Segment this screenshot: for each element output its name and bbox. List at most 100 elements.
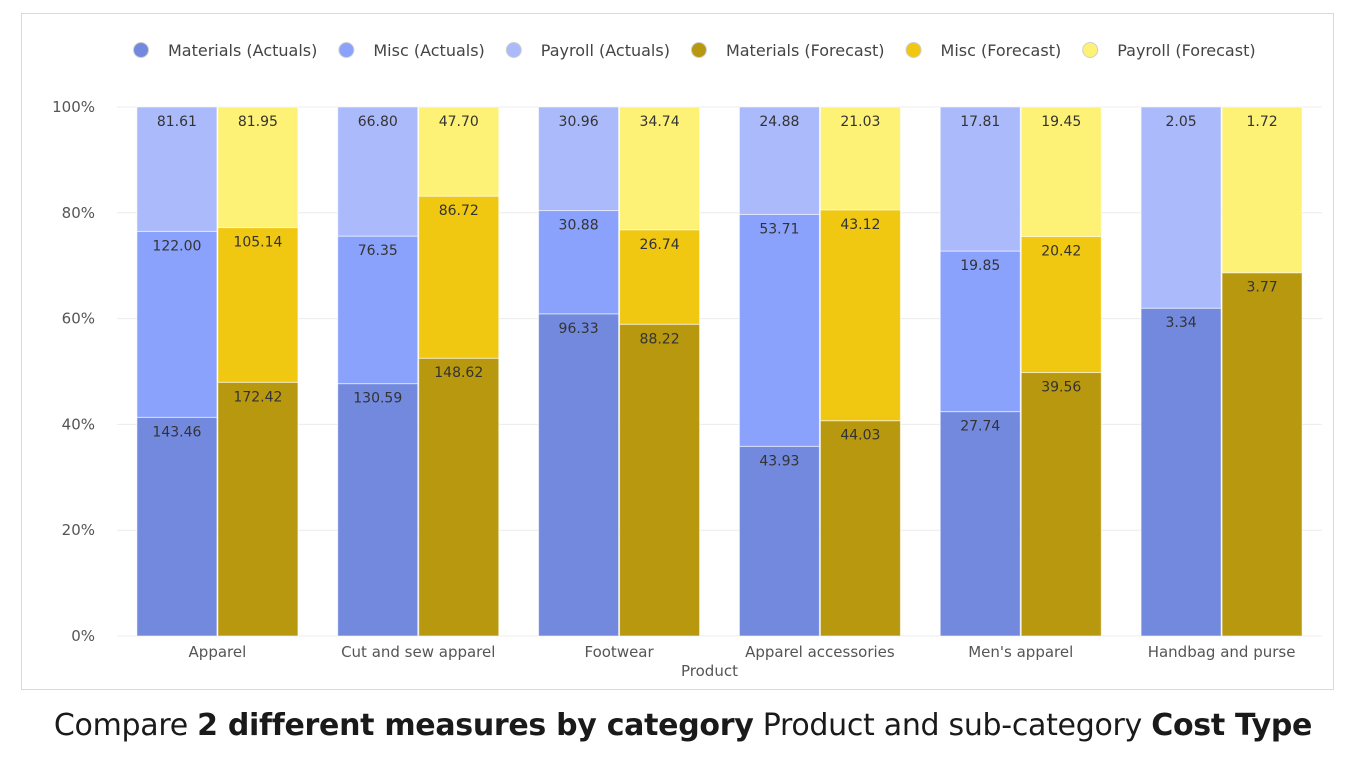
bar-materials-actuals-cut-and-sew-apparel xyxy=(337,383,419,637)
x-tick-label: Footwear xyxy=(584,643,654,661)
legend-label-payroll-actuals: Payroll (Actuals) xyxy=(541,41,670,60)
legend-marker-payroll-forecast xyxy=(1082,42,1099,58)
bar-payroll-actuals-apparel xyxy=(136,106,218,232)
bar-payroll-actuals-men-s-apparel xyxy=(939,106,1021,252)
legend-label-misc-forecast: Misc (Forecast) xyxy=(941,41,1062,60)
data-label: 34.74 xyxy=(640,114,680,130)
data-label: 88.22 xyxy=(640,331,680,347)
bar-misc-actuals-cut-and-sew-apparel xyxy=(337,235,419,385)
data-label: 122.00 xyxy=(152,238,201,254)
bar-materials-actuals-handbag-and-purse xyxy=(1140,307,1222,637)
data-label: 53.71 xyxy=(759,221,799,237)
bar-payroll-forecast-apparel xyxy=(217,106,299,229)
data-label: 30.88 xyxy=(559,218,599,234)
bar-materials-actuals-men-s-apparel xyxy=(939,411,1021,637)
bar-materials-forecast-men-s-apparel xyxy=(1020,372,1102,637)
grid-lines xyxy=(117,106,1322,637)
x-tick-label: Apparel accessories xyxy=(745,643,895,661)
legend-label-misc-actuals: Misc (Actuals) xyxy=(373,41,484,60)
data-label: 27.74 xyxy=(960,419,1000,435)
legend-marker-materials-forecast xyxy=(690,42,707,58)
bar-materials-actuals-apparel xyxy=(136,416,218,637)
bar-payroll-actuals-cut-and-sew-apparel xyxy=(337,106,419,237)
legend-label-materials-actuals: Materials (Actuals) xyxy=(168,41,317,60)
caption-text-1: Compare xyxy=(53,708,198,743)
data-label: 19.85 xyxy=(960,258,1000,274)
axes: 0% 20% 40% 60% 80% 100% Apparel Cut and sew app… xyxy=(52,98,1295,680)
data-label: 2.05 xyxy=(1165,114,1196,130)
bar-payroll-actuals-apparel-accessories xyxy=(738,106,820,215)
data-label: 3.77 xyxy=(1246,280,1277,296)
bar-materials-actuals-footwear xyxy=(538,313,620,637)
bar-payroll-forecast-handbag-and-purse xyxy=(1221,106,1303,274)
data-label: 43.12 xyxy=(840,217,880,233)
bar-materials-forecast-cut-and-sew-apparel xyxy=(418,357,500,637)
legend-marker-misc-forecast xyxy=(905,42,922,58)
bar-materials-forecast-handbag-and-purse xyxy=(1221,272,1303,637)
bar-misc-actuals-men-s-apparel xyxy=(939,250,1021,413)
bar-materials-forecast-apparel-accessories xyxy=(819,420,901,637)
data-labels: 143.46 122.00 81.61 172.42 105.14 81.95 130.59… xyxy=(152,114,1277,469)
bar-misc-actuals-apparel-accessories xyxy=(738,213,820,447)
data-label: 17.81 xyxy=(960,114,1000,130)
y-tick-label: 40% xyxy=(62,415,95,433)
bar-materials-actuals-apparel-accessories xyxy=(738,445,820,637)
data-label: 20.42 xyxy=(1041,244,1081,260)
bar-misc-forecast-apparel-accessories xyxy=(819,209,901,422)
y-tick-label: 20% xyxy=(62,521,95,539)
data-label: 19.45 xyxy=(1041,114,1081,130)
data-label: 66.80 xyxy=(358,114,398,130)
y-tick-label: 0% xyxy=(71,627,95,645)
data-label: 81.61 xyxy=(157,114,197,130)
data-label: 143.46 xyxy=(152,424,201,440)
bar-misc-forecast-cut-and-sew-apparel xyxy=(418,195,500,359)
legend-marker-payroll-actuals xyxy=(505,42,522,58)
legend-label-payroll-forecast: Payroll (Forecast) xyxy=(1117,41,1255,60)
data-label: 96.33 xyxy=(559,321,599,337)
chart-caption: Compare 2 different measures by category… xyxy=(0,700,1366,752)
caption-bold-1: 2 different measures by category xyxy=(197,708,754,743)
data-label: 3.34 xyxy=(1165,315,1196,331)
data-label: 172.42 xyxy=(233,389,282,405)
y-tick-label: 80% xyxy=(62,204,95,222)
data-label: 130.59 xyxy=(353,391,402,407)
data-label: 30.96 xyxy=(559,114,599,130)
bar-payroll-forecast-men-s-apparel xyxy=(1020,106,1102,238)
bar-payroll-actuals-handbag-and-purse xyxy=(1140,106,1222,309)
bar-misc-forecast-men-s-apparel xyxy=(1020,236,1102,374)
data-label: 39.56 xyxy=(1041,380,1081,396)
legend: Materials (Actuals) Misc (Actuals) Payroll… xyxy=(133,41,1256,60)
y-tick-label: 100% xyxy=(52,98,95,116)
data-label: 43.93 xyxy=(759,453,799,469)
data-label: 76.35 xyxy=(358,243,398,259)
x-tick-label: Cut and sew apparel xyxy=(341,643,495,661)
x-tick-label: Men's apparel xyxy=(968,643,1073,661)
bar-misc-forecast-apparel xyxy=(217,227,299,383)
data-label: 47.70 xyxy=(439,114,479,130)
x-tick-label: Handbag and purse xyxy=(1148,643,1296,661)
bar-misc-actuals-footwear xyxy=(538,210,620,315)
data-label: 21.03 xyxy=(840,114,880,130)
y-tick-label: 60% xyxy=(62,310,95,328)
caption-bold-2: Cost Type xyxy=(1151,708,1313,743)
data-label: 81.95 xyxy=(238,114,278,130)
stacked-bar-chart: 143.46 122.00 81.61 172.42 105.14 81.95 130.59… xyxy=(52,41,1322,680)
data-label: 86.72 xyxy=(439,203,479,219)
bar-payroll-actuals-footwear xyxy=(538,106,620,212)
caption-text-2: Product and sub-category xyxy=(753,708,1152,743)
legend-label-materials-forecast: Materials (Forecast) xyxy=(726,41,885,60)
data-label: 148.62 xyxy=(434,365,483,381)
bar-misc-actuals-apparel xyxy=(136,230,218,418)
x-axis-title: Product xyxy=(681,662,738,680)
bar-payroll-forecast-footwear xyxy=(619,106,701,231)
data-label: 26.74 xyxy=(640,237,680,253)
bars xyxy=(136,106,1303,637)
chart-container: 143.46 122.00 81.61 172.42 105.14 81.95 130.59… xyxy=(21,13,1334,690)
x-tick-label: Apparel xyxy=(189,643,247,661)
data-label: 105.14 xyxy=(233,235,282,251)
bar-materials-forecast-footwear xyxy=(619,323,701,637)
data-label: 24.88 xyxy=(759,114,799,130)
bar-payroll-forecast-apparel-accessories xyxy=(819,106,901,211)
bar-payroll-forecast-cut-and-sew-apparel xyxy=(418,106,500,197)
legend-marker-materials-actuals xyxy=(133,42,149,58)
